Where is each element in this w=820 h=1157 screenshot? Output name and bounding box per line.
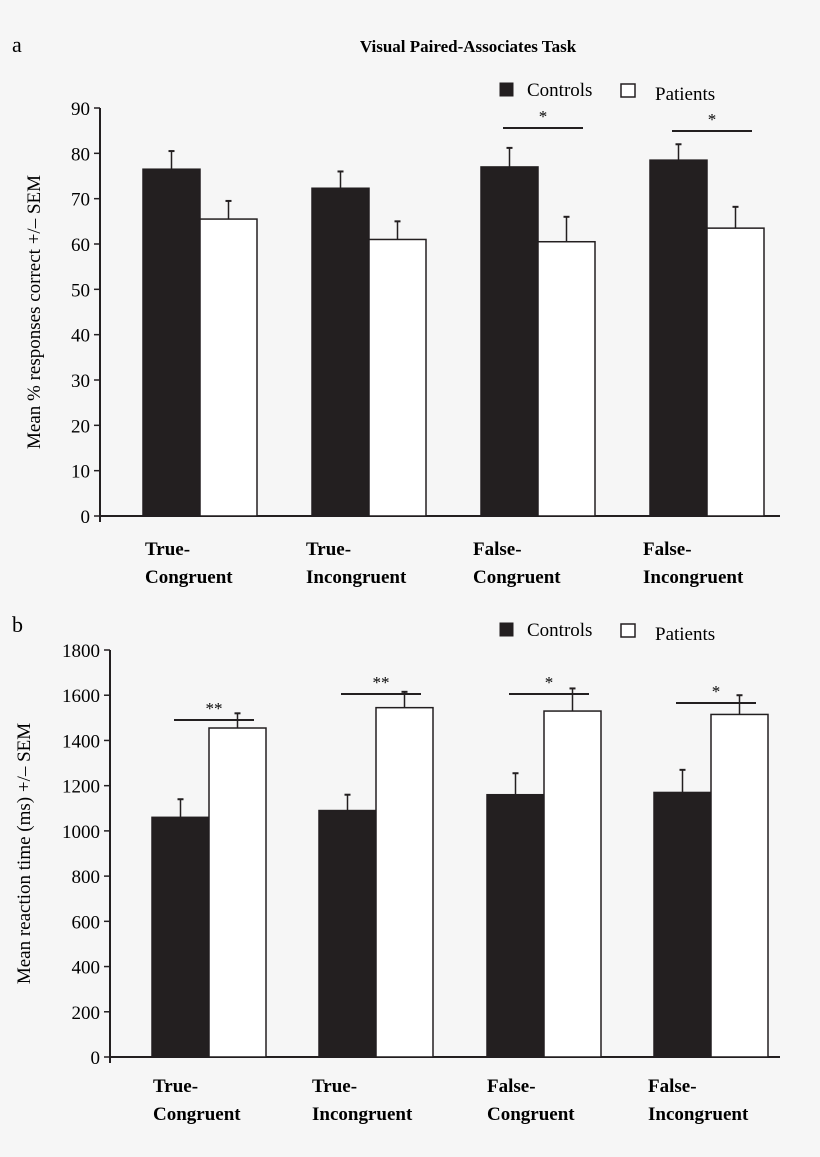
bar-controls <box>318 809 377 1058</box>
legend-label-patients: Patients <box>655 624 715 645</box>
y-tick-label: 800 <box>72 867 101 888</box>
bar-controls <box>311 187 370 517</box>
y-tick-label: 1400 <box>62 731 100 752</box>
legend-swatch-controls <box>499 622 514 637</box>
bar-patients <box>706 227 765 517</box>
legend-swatch-patients <box>620 83 636 98</box>
category-label-line2: Congruent <box>487 1104 575 1125</box>
bar-controls <box>649 159 708 517</box>
y-tick-label: 400 <box>72 958 101 979</box>
significance-marker: * <box>545 673 554 692</box>
category-label-line2: Incongruent <box>312 1104 413 1125</box>
y-tick-label: 200 <box>72 1003 101 1024</box>
category-label-line1: True- <box>145 539 190 560</box>
y-tick-label: 30 <box>71 371 90 392</box>
category-label-line1: False- <box>643 539 692 560</box>
category-label-line2: Congruent <box>473 567 561 588</box>
legend-label-patients: Patients <box>655 84 715 105</box>
y-tick-label: 80 <box>71 144 90 165</box>
y-axis-label: Mean reaction time (ms) +/– SEM <box>14 723 35 984</box>
y-tick-label: 600 <box>72 912 101 933</box>
legend-swatch-controls <box>499 82 514 97</box>
category-label-line1: False- <box>487 1076 536 1097</box>
bar-patients <box>375 706 434 1058</box>
chart-b: 0 200 400 600 800 1000 1200 1400 1600 1800 Mean re… <box>14 620 780 1125</box>
y-tick-label: 1600 <box>62 686 100 707</box>
panel-label-b: b <box>12 612 23 637</box>
bar-controls <box>480 166 539 517</box>
chart-a: 0 10 20 30 40 50 60 70 80 90 Mean % responses corr… <box>24 80 780 588</box>
y-tick-label: 10 <box>71 462 90 483</box>
category-label-line2: Congruent <box>145 567 233 588</box>
bar-patients <box>537 240 596 517</box>
significance-marker: ** <box>373 673 390 692</box>
y-tick-label: 20 <box>71 416 90 437</box>
significance-marker: * <box>712 682 721 701</box>
y-tick-label: 1200 <box>62 777 100 798</box>
category-label-line1: True- <box>306 539 351 560</box>
category-label-line2: Incongruent <box>648 1104 749 1125</box>
y-tick-label: 70 <box>71 190 90 211</box>
y-tick-label: 0 <box>81 507 91 528</box>
y-tick-label: 60 <box>71 235 90 256</box>
significance-marker: * <box>708 110 717 129</box>
bar-controls <box>142 168 201 517</box>
legend-label-controls: Controls <box>527 620 592 641</box>
y-tick-label: 50 <box>71 280 90 301</box>
chart-title: Visual Paired-Associates Task <box>360 37 577 56</box>
bar-controls <box>151 816 210 1058</box>
bar-patients <box>710 713 769 1058</box>
y-tick-label: 90 <box>71 99 90 120</box>
category-label-line2: Congruent <box>153 1104 241 1125</box>
panel-label-a: a <box>12 32 22 57</box>
y-tick-label: 40 <box>71 326 90 347</box>
category-label-line2: Incongruent <box>643 567 744 588</box>
y-tick-label: 1800 <box>62 641 100 662</box>
bar-patients <box>543 710 602 1058</box>
category-label-line1: True- <box>153 1076 198 1097</box>
bar-patients <box>208 727 267 1058</box>
y-tick-label: 1000 <box>62 822 100 843</box>
category-label-line1: False- <box>648 1076 697 1097</box>
significance-marker: ** <box>206 699 223 718</box>
legend-label-controls: Controls <box>527 80 592 101</box>
legend-swatch-patients <box>620 623 636 638</box>
significance-marker: * <box>539 107 548 126</box>
category-label-line1: False- <box>473 539 522 560</box>
bar-patients <box>199 218 258 517</box>
bar-controls <box>653 791 712 1058</box>
bar-controls <box>486 793 545 1058</box>
y-tick-label: 0 <box>91 1048 101 1069</box>
category-label-line1: True- <box>312 1076 357 1097</box>
bar-patients <box>368 238 427 517</box>
category-label-line2: Incongruent <box>306 567 407 588</box>
y-axis-label: Mean % responses correct +/– SEM <box>24 175 45 449</box>
